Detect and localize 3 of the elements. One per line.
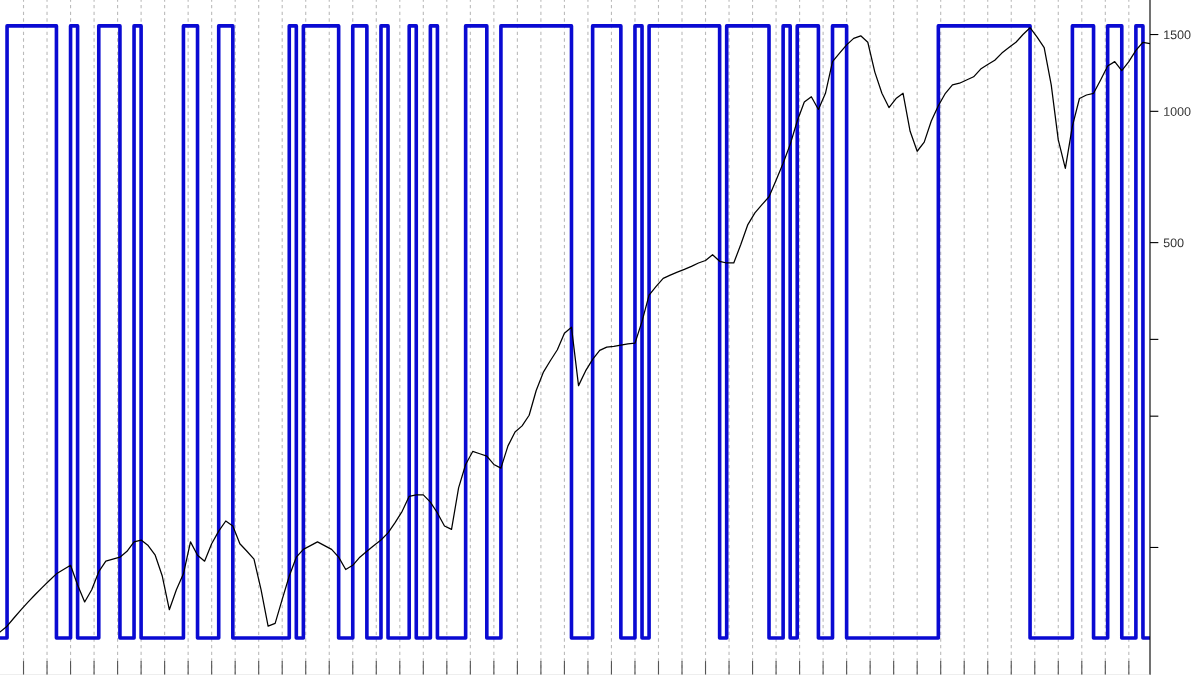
y-tick-label: 1500 <box>1164 30 1191 40</box>
y-tick-label: 1000 <box>1164 107 1191 116</box>
y-tick-label: 500 <box>1163 238 1184 248</box>
